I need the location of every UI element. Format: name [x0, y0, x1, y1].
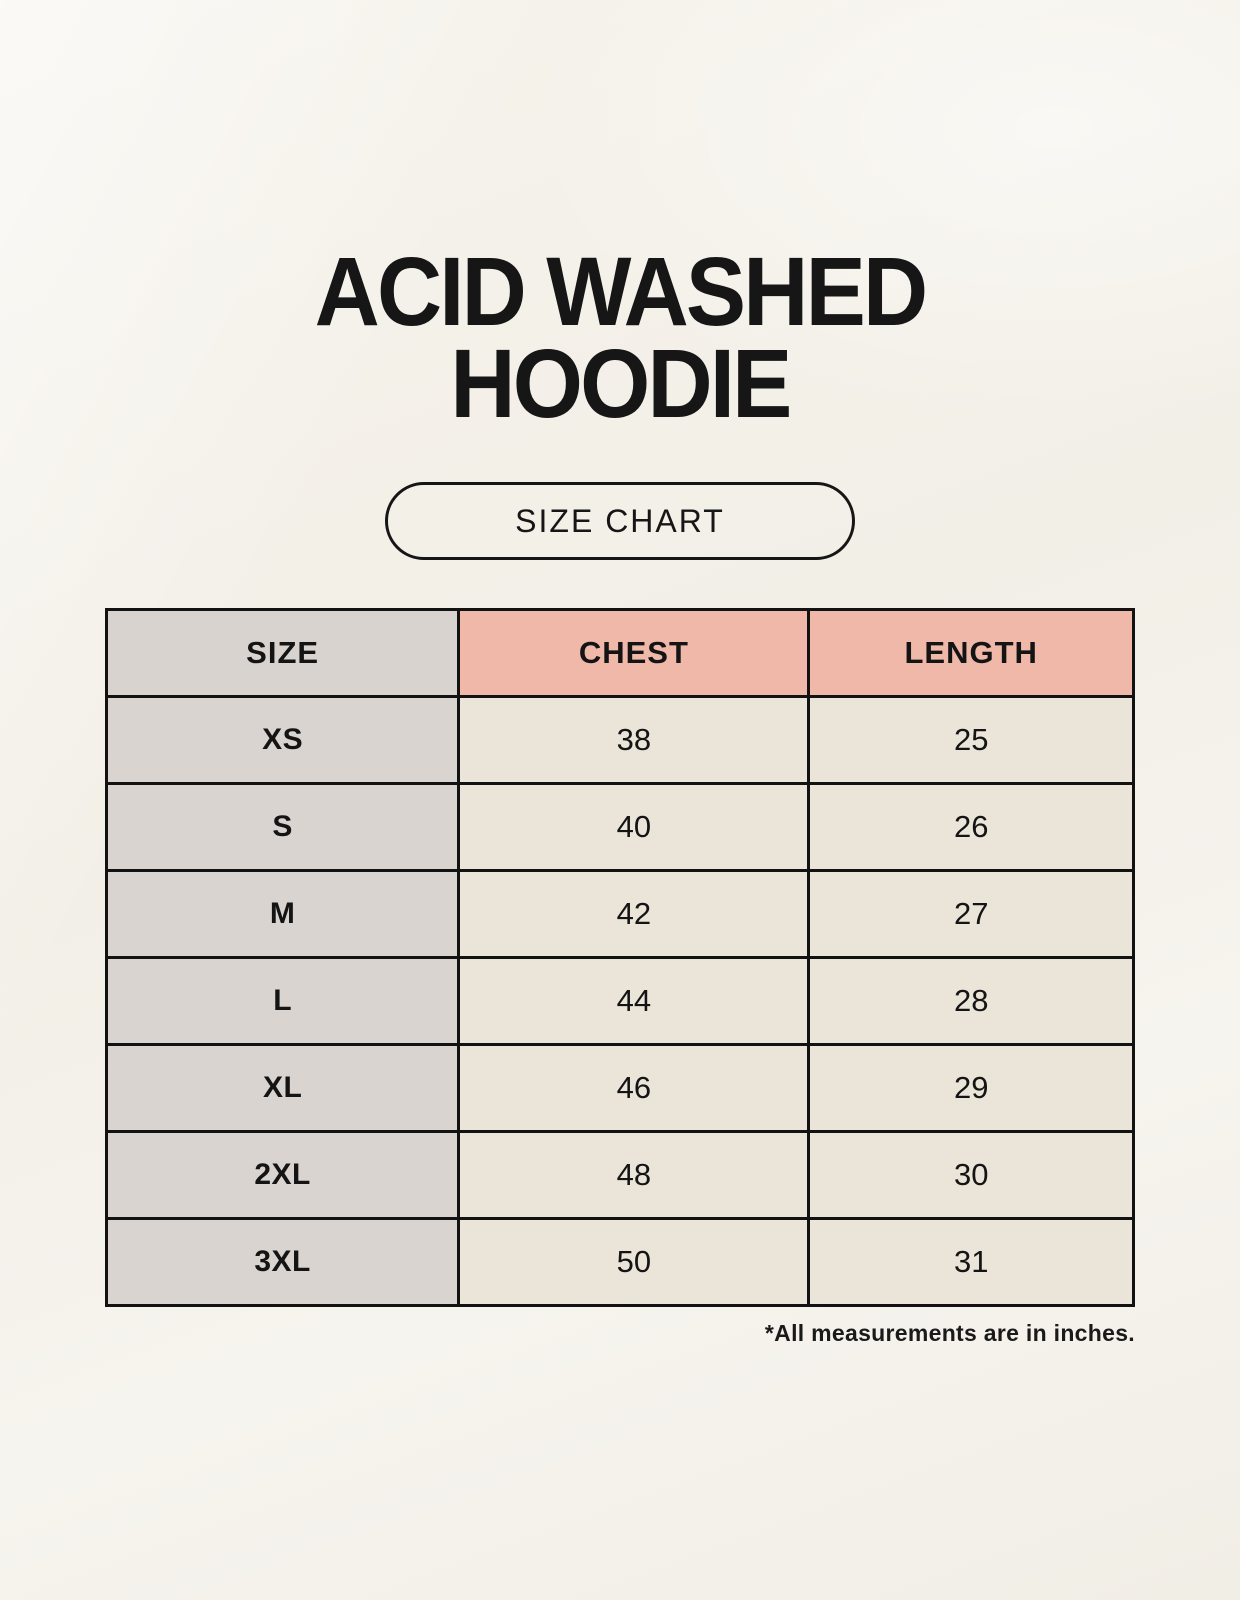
length-cell: 31 [807, 1217, 1135, 1308]
chest-cell: 40 [457, 782, 811, 873]
header-row: SIZE CHEST LENGTH [104, 608, 1135, 699]
length-cell: 27 [807, 869, 1135, 960]
product-title-line2: HOODIE [450, 329, 792, 439]
size-cell: XS [104, 695, 461, 786]
size-cell: 2XL [104, 1130, 461, 1221]
chest-cell: 42 [457, 869, 811, 960]
chest-cell: 44 [457, 956, 811, 1047]
table-row: L 44 28 [104, 956, 1135, 1047]
table-header: SIZE CHEST LENGTH [104, 608, 1135, 699]
chest-cell: 48 [457, 1130, 811, 1221]
size-cell: M [104, 869, 461, 960]
chest-cell: 50 [457, 1217, 811, 1308]
table-body: XS 38 25 S 40 26 M 42 27 L 44 28 XL 46 [104, 695, 1135, 1308]
column-header-chest: CHEST [457, 608, 811, 699]
product-title: ACID WASHED HOODIE [43, 243, 1196, 432]
size-cell: S [104, 782, 461, 873]
table-row: XS 38 25 [104, 695, 1135, 786]
column-header-length: LENGTH [807, 608, 1135, 699]
size-cell: L [104, 956, 461, 1047]
length-cell: 30 [807, 1130, 1135, 1221]
length-cell: 28 [807, 956, 1135, 1047]
chest-cell: 46 [457, 1043, 811, 1134]
size-cell: 3XL [104, 1217, 461, 1308]
measurements-footnote: *All measurements are in inches. [764, 1320, 1135, 1347]
size-chart-table: SIZE CHEST LENGTH XS 38 25 S 40 26 M 42 … [104, 608, 1135, 1308]
length-cell: 26 [807, 782, 1135, 873]
length-cell: 29 [807, 1043, 1135, 1134]
table-row: S 40 26 [104, 782, 1135, 873]
size-chart-button[interactable]: SIZE CHART [385, 482, 855, 561]
chest-cell: 38 [457, 695, 811, 786]
size-chart-button-label: SIZE CHART [515, 502, 725, 539]
length-cell: 25 [807, 695, 1135, 786]
table-row: 3XL 50 31 [104, 1217, 1135, 1308]
column-header-size: SIZE [104, 608, 461, 699]
table-row: 2XL 48 30 [104, 1130, 1135, 1221]
table-row: XL 46 29 [104, 1043, 1135, 1134]
product-title-line1: ACID WASHED [314, 237, 929, 346]
table-row: M 42 27 [104, 869, 1135, 960]
size-cell: XL [104, 1043, 461, 1134]
